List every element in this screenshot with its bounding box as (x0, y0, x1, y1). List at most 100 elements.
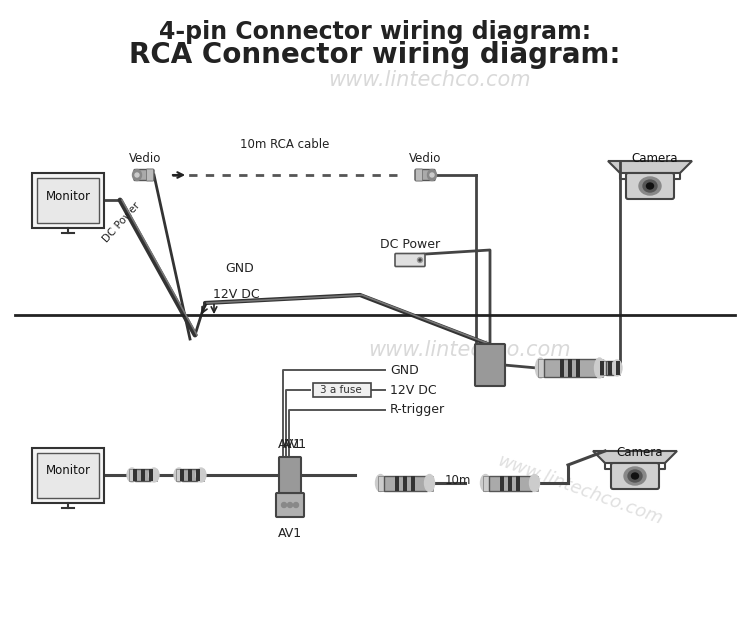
Text: R-trigger: R-trigger (390, 404, 445, 416)
FancyBboxPatch shape (37, 178, 99, 222)
FancyBboxPatch shape (626, 173, 674, 199)
Ellipse shape (430, 173, 434, 177)
FancyBboxPatch shape (532, 475, 538, 490)
FancyBboxPatch shape (196, 469, 200, 481)
Ellipse shape (628, 470, 642, 482)
FancyBboxPatch shape (279, 457, 301, 493)
FancyBboxPatch shape (129, 469, 135, 481)
FancyBboxPatch shape (614, 361, 620, 375)
FancyBboxPatch shape (135, 469, 151, 481)
Text: 4-pin Connector wiring diagram:: 4-pin Connector wiring diagram: (159, 20, 591, 44)
FancyBboxPatch shape (198, 469, 204, 481)
FancyBboxPatch shape (37, 453, 99, 497)
Ellipse shape (530, 475, 539, 492)
Text: Vedio: Vedio (409, 151, 441, 165)
Ellipse shape (481, 475, 490, 492)
Ellipse shape (418, 257, 422, 263)
Ellipse shape (133, 170, 142, 180)
Ellipse shape (536, 358, 545, 378)
Text: AV1: AV1 (278, 527, 302, 540)
FancyBboxPatch shape (576, 359, 580, 377)
Text: Monitor: Monitor (46, 190, 91, 202)
FancyBboxPatch shape (600, 361, 606, 375)
FancyBboxPatch shape (32, 448, 104, 502)
FancyBboxPatch shape (134, 170, 154, 180)
FancyBboxPatch shape (151, 469, 157, 481)
FancyBboxPatch shape (403, 475, 407, 490)
FancyBboxPatch shape (313, 383, 371, 397)
FancyBboxPatch shape (141, 469, 145, 481)
FancyBboxPatch shape (133, 469, 137, 481)
FancyBboxPatch shape (482, 475, 488, 490)
FancyBboxPatch shape (149, 469, 153, 481)
FancyBboxPatch shape (176, 469, 182, 481)
Ellipse shape (196, 468, 206, 482)
Text: 3 a fuse: 3 a fuse (320, 385, 362, 395)
Text: 10m RCA cable: 10m RCA cable (240, 139, 330, 151)
Text: 10m: 10m (445, 475, 471, 487)
FancyBboxPatch shape (475, 344, 505, 386)
Text: RCA Connector wiring diagram:: RCA Connector wiring diagram: (129, 41, 621, 69)
FancyBboxPatch shape (395, 475, 399, 490)
Text: AV1: AV1 (283, 438, 307, 452)
FancyBboxPatch shape (568, 359, 572, 377)
Text: www.lintechco.com: www.lintechco.com (328, 70, 531, 90)
Ellipse shape (293, 502, 298, 507)
Ellipse shape (424, 475, 434, 492)
FancyBboxPatch shape (608, 361, 612, 375)
Text: Camera: Camera (616, 447, 663, 460)
FancyBboxPatch shape (276, 493, 304, 517)
FancyBboxPatch shape (616, 361, 620, 375)
Ellipse shape (624, 467, 646, 485)
Polygon shape (608, 161, 692, 173)
FancyBboxPatch shape (416, 169, 422, 181)
Ellipse shape (639, 177, 661, 195)
FancyBboxPatch shape (606, 361, 614, 375)
Ellipse shape (135, 173, 139, 177)
FancyBboxPatch shape (611, 463, 659, 489)
Text: 12V DC: 12V DC (213, 288, 260, 301)
Ellipse shape (643, 180, 657, 192)
Text: DC Power: DC Power (380, 239, 440, 251)
Text: Vedio: Vedio (129, 151, 161, 165)
Ellipse shape (646, 183, 653, 189)
FancyBboxPatch shape (415, 170, 435, 180)
FancyBboxPatch shape (411, 475, 415, 490)
FancyBboxPatch shape (488, 475, 532, 490)
Ellipse shape (595, 358, 604, 378)
FancyBboxPatch shape (516, 475, 520, 490)
FancyBboxPatch shape (544, 359, 596, 377)
FancyBboxPatch shape (508, 475, 512, 490)
Ellipse shape (174, 468, 184, 482)
Ellipse shape (598, 360, 608, 376)
Polygon shape (593, 451, 677, 463)
FancyBboxPatch shape (146, 169, 154, 181)
Text: www.lintechco.com: www.lintechco.com (369, 340, 572, 360)
Text: 12V DC: 12V DC (390, 384, 436, 396)
Ellipse shape (149, 468, 159, 482)
Ellipse shape (287, 502, 292, 507)
FancyBboxPatch shape (32, 173, 104, 227)
Ellipse shape (612, 360, 622, 376)
FancyBboxPatch shape (560, 359, 564, 377)
FancyBboxPatch shape (600, 361, 604, 375)
Text: www.lintechco.com: www.lintechco.com (495, 452, 665, 528)
Text: DC Power: DC Power (101, 200, 142, 244)
Ellipse shape (419, 259, 421, 261)
FancyBboxPatch shape (188, 469, 192, 481)
FancyBboxPatch shape (427, 475, 433, 490)
Text: GND: GND (225, 261, 254, 274)
Ellipse shape (427, 170, 436, 180)
FancyBboxPatch shape (500, 475, 504, 490)
Ellipse shape (127, 468, 137, 482)
FancyBboxPatch shape (596, 359, 602, 377)
FancyBboxPatch shape (180, 469, 184, 481)
Ellipse shape (376, 475, 386, 492)
Text: GND: GND (390, 364, 418, 377)
Text: Monitor: Monitor (46, 465, 91, 477)
FancyBboxPatch shape (377, 475, 383, 490)
FancyBboxPatch shape (383, 475, 427, 490)
Text: AV1: AV1 (278, 438, 302, 452)
FancyBboxPatch shape (395, 254, 425, 266)
Text: Camera: Camera (632, 151, 678, 165)
